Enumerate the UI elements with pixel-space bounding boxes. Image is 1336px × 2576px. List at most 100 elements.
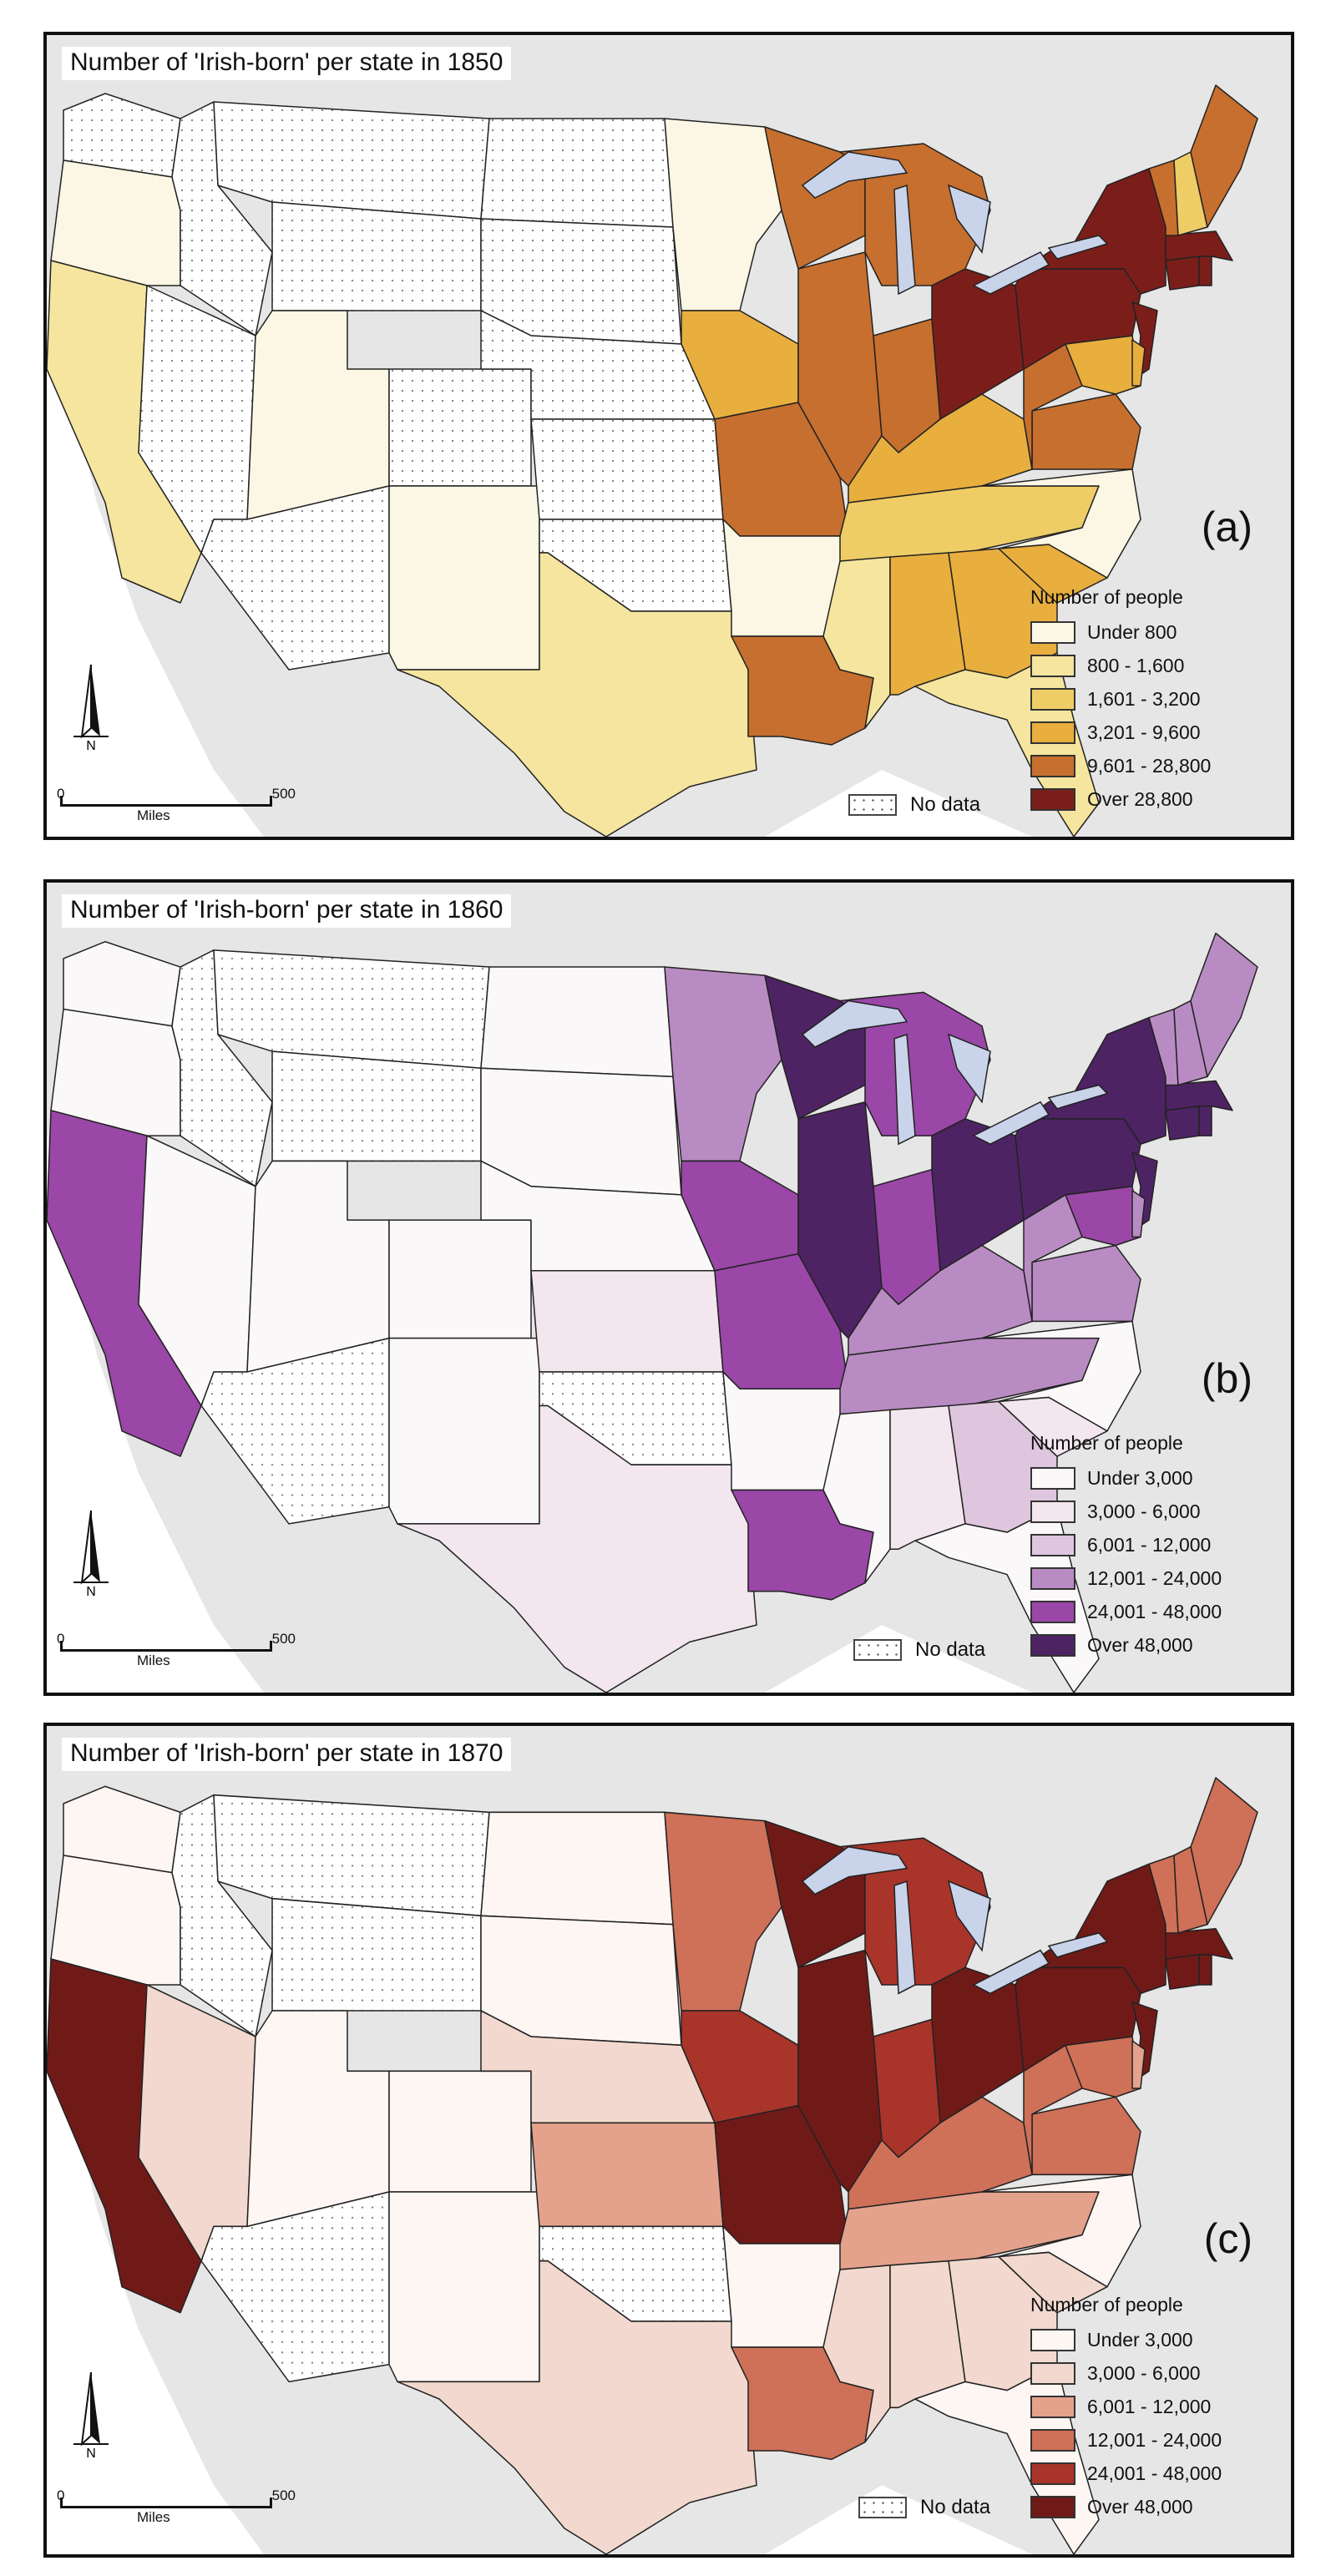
no-data-legend: No data (853, 1638, 985, 1662)
pacific-ocean (47, 286, 264, 837)
legend-swatch (1030, 2428, 1075, 2452)
legend-swatch (1030, 687, 1075, 711)
great-lake (801, 1845, 908, 1895)
svg-text:N: N (86, 739, 96, 753)
map-panel-1850: Number of 'Irish-born' per state in 1850… (43, 32, 1294, 840)
legend-swatch (1030, 2361, 1075, 2385)
state-nm (388, 2191, 540, 2383)
legend-item: 800 - 1,600 (1030, 649, 1264, 682)
great-lake (893, 184, 916, 296)
state-tx (397, 2260, 757, 2554)
no-data-label: No data (920, 2496, 991, 2518)
legend: Number of people Under 3,000 3,000 - 6,0… (1030, 1432, 1264, 1662)
north-arrow-icon: N (73, 2371, 109, 2461)
north-arrow-icon: N (73, 664, 109, 753)
state-vt (1148, 1008, 1179, 1086)
legend-title: Number of people (1030, 586, 1183, 608)
scale-max: 500 (271, 2487, 296, 2503)
panel-label: (c) (1203, 2215, 1252, 2262)
svg-text:N: N (86, 2447, 96, 2461)
legend-swatch (1030, 654, 1075, 677)
legend-item: 3,201 - 9,600 (1030, 716, 1264, 749)
legend-swatch (1030, 1600, 1075, 1623)
legend-swatch (1030, 2395, 1075, 2418)
scale-unit: Miles (137, 1652, 170, 1668)
map-panel-1870: Number of 'Irish-born' per state in 1870… (43, 1723, 1294, 2558)
state-nc (981, 2174, 1141, 2288)
legend-label: 6,001 - 12,000 (1087, 2395, 1212, 2417)
no-data-swatch (848, 794, 897, 816)
legend-label: 3,000 - 6,000 (1087, 1500, 1201, 1522)
scale-max: 500 (271, 786, 296, 802)
legend-label: Under 3,000 (1087, 2328, 1193, 2351)
legend-label: 6,001 - 12,000 (1087, 1533, 1212, 1556)
great-lake (1047, 1932, 1109, 1958)
map-title: Number of 'Irish-born' per state in 1860 (62, 894, 512, 928)
state-nd (480, 118, 674, 228)
legend-item: 6,001 - 12,000 (1030, 1528, 1264, 1561)
no-data-label: No data (910, 793, 981, 816)
state-ks (530, 1270, 724, 1373)
state-ks (530, 2122, 724, 2228)
legend-label: 24,001 - 48,000 (1087, 2462, 1222, 2484)
great-lake (947, 184, 991, 254)
great-lake (1047, 235, 1109, 260)
legend-swatch (1030, 721, 1075, 744)
legend-item: 1,601 - 3,200 (1030, 682, 1264, 716)
legend-item: 24,001 - 48,000 (1030, 2457, 1264, 2490)
legend-swatch (1030, 1633, 1075, 1657)
legend-item: Under 3,000 (1030, 1461, 1264, 1495)
legend-label: Over 48,000 (1087, 1633, 1193, 1656)
state-ma (1165, 1080, 1233, 1111)
great-lake (947, 1033, 991, 1104)
pacific-ocean (47, 1985, 264, 2554)
state-tx (397, 1404, 757, 1693)
legend-title: Number of people (1030, 2294, 1183, 2315)
legend-item: 24,001 - 48,000 (1030, 1595, 1264, 1628)
state-ri (1198, 1106, 1212, 1136)
state-nm (388, 485, 540, 671)
legend-label: 1,601 - 3,200 (1087, 687, 1201, 710)
legend-title: Number of people (1030, 1432, 1183, 1454)
state-tx (397, 552, 757, 837)
legend-label: Under 3,000 (1087, 1466, 1193, 1489)
state-ct (1165, 1106, 1200, 1141)
state-co (388, 1219, 532, 1339)
legend-swatch (1030, 1500, 1075, 1523)
legend-label: 3,000 - 6,000 (1087, 2361, 1201, 2384)
scale-bar: 0 500 Miles (57, 1631, 307, 1669)
legend-item: 12,001 - 24,000 (1030, 1561, 1264, 1595)
state-wy (271, 201, 482, 311)
state-nc (981, 468, 1141, 579)
state-co (388, 368, 532, 487)
state-ct (1165, 256, 1200, 291)
pacific-ocean (47, 1136, 264, 1693)
legend-swatch (1030, 620, 1075, 644)
great-lake (893, 1033, 916, 1146)
map-title: Number of 'Irish-born' per state in 1850 (62, 47, 512, 80)
legend-swatch (1030, 1466, 1075, 1490)
legend-label: Over 28,800 (1087, 787, 1193, 810)
state-wy (271, 1897, 482, 2012)
svg-text:N: N (86, 1585, 96, 1599)
state-me (1190, 932, 1258, 1078)
legend-label: Over 48,000 (1087, 2495, 1193, 2518)
great-lake (947, 1880, 991, 1952)
legend-item: Over 48,000 (1030, 1628, 1264, 1662)
state-de (1131, 339, 1146, 387)
great-lake (801, 151, 908, 199)
state-de (1131, 2040, 1146, 2089)
state-me (1190, 1777, 1258, 1926)
scale-zero: 0 (57, 786, 65, 802)
legend-label: 3,201 - 9,600 (1087, 721, 1201, 743)
no-data-legend: No data (858, 2496, 990, 2519)
legend-swatch (1030, 1566, 1075, 1590)
state-ri (1198, 256, 1212, 286)
scale-unit: Miles (137, 807, 170, 823)
legend-swatch (1030, 2495, 1075, 2518)
no-data-swatch (853, 1639, 902, 1661)
legend-item: 3,000 - 6,000 (1030, 2356, 1264, 2390)
legend-label: 800 - 1,600 (1087, 654, 1185, 676)
legend-label: 12,001 - 24,000 (1087, 2428, 1222, 2451)
scale-bar: 0 500 Miles (57, 2487, 307, 2526)
